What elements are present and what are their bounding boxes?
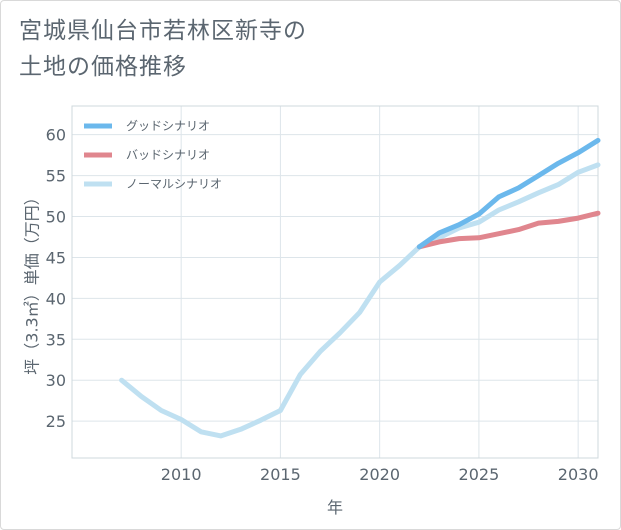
y-tick-label: 30: [46, 371, 66, 390]
y-tick-label: 25: [46, 412, 66, 431]
y-tick-label: 45: [46, 248, 66, 267]
series-lines: [119, 137, 601, 439]
x-tick-label: 2020: [359, 465, 400, 484]
y-tick-label: 40: [46, 289, 66, 308]
x-tick-label: 2015: [260, 465, 301, 484]
series-line-1: [416, 210, 601, 250]
series-line-0: [416, 137, 601, 250]
plot-area: [71, 105, 599, 459]
legend-label: ノーマルシナリオ: [126, 177, 222, 191]
y-axis-ticks: 25 30 35 40 45 50 55 60: [46, 126, 66, 432]
y-tick-label: 35: [46, 330, 66, 349]
series-line-2: [119, 162, 601, 439]
x-tick-label: 2025: [459, 465, 500, 484]
x-axis-label: 年: [327, 498, 343, 517]
x-tick-label: 2030: [558, 465, 599, 484]
x-tick-label: 2010: [161, 465, 202, 484]
chart-title-line2: 土地の価格推移: [19, 54, 187, 80]
y-tick-label: 50: [46, 208, 66, 227]
chart-title: 宮城県仙台市若林区新寺の 土地の価格推移: [19, 13, 439, 85]
legend-label: バッドシナリオ: [126, 148, 210, 162]
legend-label: グッドシナリオ: [126, 119, 210, 133]
y-tick-label: 60: [46, 126, 66, 145]
chart-title-line1: 宮城県仙台市若林区新寺の: [19, 18, 307, 44]
y-tick-label: 55: [46, 167, 66, 186]
y-axis-label: 坪（3.3㎡）単価（万円）: [23, 189, 42, 374]
x-axis-ticks: 2010 2015 2020 2025 2030: [161, 465, 599, 484]
